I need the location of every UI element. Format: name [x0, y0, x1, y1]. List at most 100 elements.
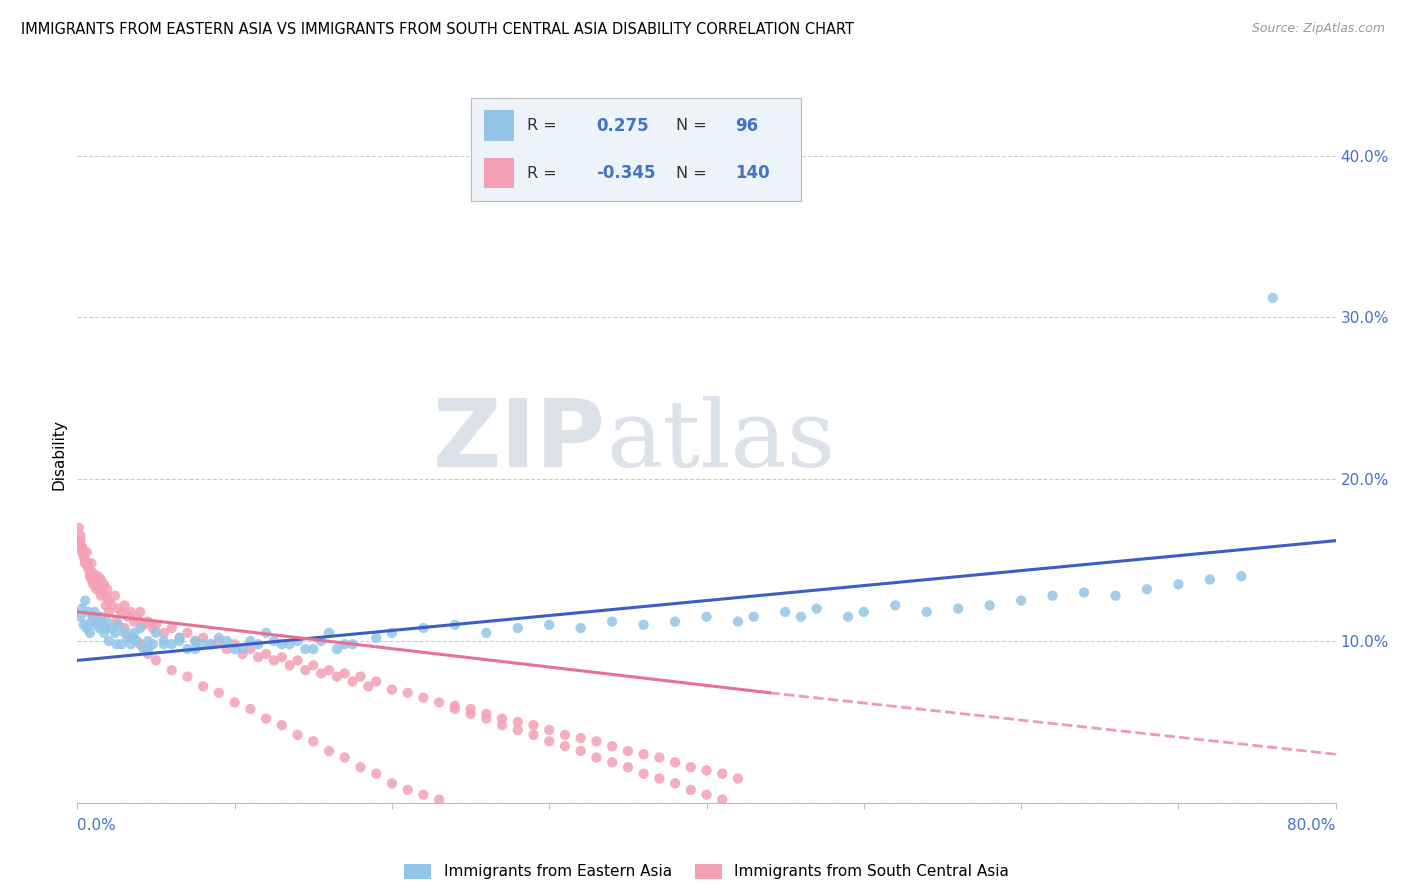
- Point: [70, 540, 93, 554]
- Point: [127, 609, 149, 624]
- Point: [72, 545, 94, 559]
- Point: [460, 706, 482, 721]
- Point: [169, 631, 191, 645]
- Point: [69, 609, 91, 624]
- Point: [333, 666, 356, 681]
- Point: [287, 634, 309, 648]
- Point: [145, 617, 167, 632]
- Point: [215, 634, 238, 648]
- Point: [773, 605, 796, 619]
- Point: [97, 605, 120, 619]
- Point: [239, 702, 262, 716]
- Point: [948, 601, 970, 615]
- Point: [633, 747, 655, 762]
- Point: [184, 634, 207, 648]
- Point: [357, 679, 380, 693]
- Point: [96, 615, 118, 629]
- Point: [247, 650, 270, 665]
- Point: [97, 593, 120, 607]
- Point: [153, 637, 176, 651]
- Point: [1167, 577, 1189, 591]
- Point: [696, 764, 718, 778]
- Point: [254, 712, 277, 726]
- Point: [475, 706, 498, 721]
- Point: [427, 696, 450, 710]
- Text: IMMIGRANTS FROM EASTERN ASIA VS IMMIGRANTS FROM SOUTH CENTRAL ASIA DISABILITY CO: IMMIGRANTS FROM EASTERN ASIA VS IMMIGRAN…: [21, 22, 853, 37]
- Point: [349, 760, 371, 774]
- Point: [97, 634, 120, 648]
- Point: [117, 609, 139, 624]
- Point: [82, 609, 104, 624]
- Point: [538, 734, 561, 748]
- Point: [90, 573, 112, 587]
- Point: [94, 621, 117, 635]
- Point: [93, 626, 115, 640]
- Point: [585, 750, 607, 764]
- Point: [75, 593, 97, 607]
- Point: [522, 728, 544, 742]
- Point: [82, 577, 104, 591]
- Point: [475, 626, 498, 640]
- Text: ZIP: ZIP: [433, 395, 606, 487]
- Point: [184, 642, 207, 657]
- Point: [366, 674, 388, 689]
- Text: R =: R =: [527, 119, 562, 133]
- Point: [89, 582, 111, 597]
- Point: [208, 631, 231, 645]
- Point: [664, 615, 686, 629]
- Point: [169, 634, 191, 648]
- Point: [80, 557, 103, 571]
- Point: [129, 605, 152, 619]
- Point: [381, 626, 404, 640]
- Point: [142, 621, 165, 635]
- Point: [396, 686, 419, 700]
- Point: [294, 663, 316, 677]
- Bar: [484, 111, 515, 141]
- Point: [145, 653, 167, 667]
- Point: [122, 615, 145, 629]
- Text: 140: 140: [735, 164, 770, 182]
- Point: [224, 696, 246, 710]
- Point: [333, 637, 356, 651]
- Point: [679, 782, 702, 797]
- Point: [136, 615, 159, 629]
- Point: [77, 561, 100, 575]
- Point: [191, 637, 215, 651]
- Point: [309, 634, 332, 648]
- Point: [80, 615, 103, 629]
- Point: [318, 663, 340, 677]
- Point: [200, 637, 222, 651]
- Point: [191, 631, 215, 645]
- Point: [600, 756, 623, 770]
- Point: [136, 642, 159, 657]
- Point: [294, 642, 316, 657]
- Point: [231, 642, 253, 657]
- Point: [176, 626, 198, 640]
- Point: [617, 760, 640, 774]
- Point: [129, 621, 152, 635]
- Point: [67, 521, 90, 535]
- Point: [852, 605, 875, 619]
- Point: [412, 690, 434, 705]
- Point: [287, 653, 309, 667]
- Point: [1073, 585, 1095, 599]
- Point: [191, 679, 215, 693]
- Point: [979, 599, 1001, 613]
- Point: [309, 666, 332, 681]
- Point: [110, 637, 132, 651]
- Point: [117, 631, 139, 645]
- Point: [79, 566, 101, 580]
- Point: [90, 589, 112, 603]
- Point: [1230, 569, 1253, 583]
- Point: [806, 601, 828, 615]
- Text: R =: R =: [527, 166, 562, 180]
- Point: [69, 533, 91, 548]
- Point: [72, 617, 94, 632]
- Point: [121, 631, 143, 645]
- Text: 0.275: 0.275: [596, 117, 650, 135]
- Point: [231, 647, 253, 661]
- Text: Source: ZipAtlas.com: Source: ZipAtlas.com: [1251, 22, 1385, 36]
- Point: [254, 626, 277, 640]
- Point: [107, 601, 129, 615]
- Point: [664, 756, 686, 770]
